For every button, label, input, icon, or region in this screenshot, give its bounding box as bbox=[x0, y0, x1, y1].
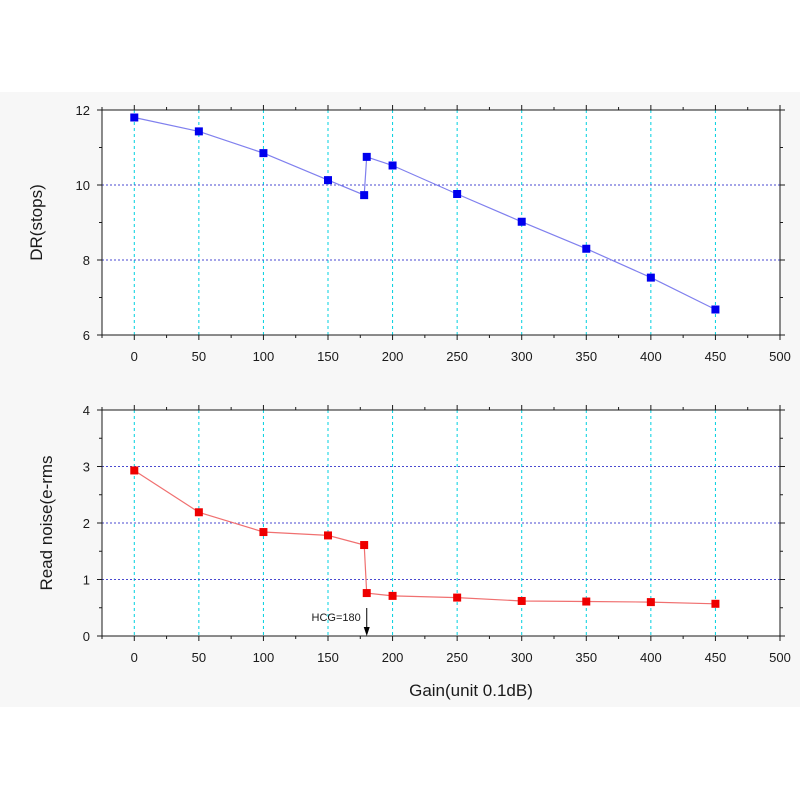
noise-y-tick-label: 2 bbox=[83, 516, 90, 531]
noise-annotation-arrow-head bbox=[363, 627, 370, 636]
noise-x-tick-label: 300 bbox=[511, 650, 533, 665]
noise-data-point bbox=[711, 599, 720, 608]
noise-data-point bbox=[259, 528, 268, 537]
dr-x-tick-label: 300 bbox=[511, 349, 533, 364]
noise-x-tick-label: 150 bbox=[317, 650, 339, 665]
noise-x-axis-title: Gain(unit 0.1dB) bbox=[409, 681, 533, 700]
noise-data-point bbox=[646, 598, 655, 607]
noise-x-tick-label: 450 bbox=[705, 650, 727, 665]
dr-y-tick-label: 6 bbox=[83, 328, 90, 343]
dr-series-line bbox=[134, 116, 716, 311]
noise-data-point bbox=[194, 508, 203, 517]
dr-y-axis-title: DR(stops) bbox=[27, 184, 46, 261]
dr-data-point bbox=[259, 149, 268, 158]
noise-x-tick-label: 350 bbox=[575, 650, 597, 665]
dr-y-tick-label: 8 bbox=[83, 253, 90, 268]
dr-x-tick-label: 100 bbox=[253, 349, 275, 364]
noise-data-point bbox=[582, 597, 591, 606]
dr-data-point bbox=[582, 244, 591, 253]
noise-x-tick-label: 200 bbox=[382, 650, 404, 665]
dr-y-tick-label: 12 bbox=[76, 103, 90, 118]
noise-data-point bbox=[324, 531, 332, 540]
noise-x-tick-label: 250 bbox=[446, 650, 468, 665]
dr-y-tick-label: 10 bbox=[76, 178, 90, 193]
dr-data-point bbox=[362, 152, 371, 161]
dr-x-tick-label: 50 bbox=[192, 349, 206, 364]
dr-data-point bbox=[711, 305, 720, 314]
noise-y-axis-title: Read noise(e-rms bbox=[37, 455, 56, 590]
noise-y-tick-label: 1 bbox=[83, 573, 90, 588]
noise-y-tick-label: 4 bbox=[83, 403, 90, 418]
noise-x-tick-label: 400 bbox=[640, 650, 662, 665]
dr-x-tick-label: 150 bbox=[317, 349, 339, 364]
dr-data-point bbox=[646, 273, 655, 282]
noise-data-point bbox=[130, 466, 139, 475]
noise-data-point bbox=[517, 596, 526, 605]
dr-data-point bbox=[517, 217, 526, 226]
dr-x-tick-label: 0 bbox=[131, 349, 138, 364]
noise-data-point bbox=[362, 589, 371, 598]
noise-y-tick-label: 3 bbox=[83, 460, 90, 475]
dr-data-point bbox=[453, 190, 462, 198]
noise-x-tick-label: 100 bbox=[253, 650, 275, 665]
noise-data-point bbox=[453, 593, 462, 602]
dr-data-point bbox=[324, 176, 332, 185]
dr-x-tick-label: 250 bbox=[446, 349, 468, 364]
dr-data-point bbox=[388, 161, 397, 170]
dr-data-point bbox=[194, 127, 203, 136]
noise-x-tick-label: 500 bbox=[769, 650, 791, 665]
dr-plot-area bbox=[102, 110, 780, 335]
dr-x-tick-label: 200 bbox=[382, 349, 404, 364]
dr-x-tick-label: 500 bbox=[769, 349, 791, 364]
noise-x-tick-label: 0 bbox=[131, 650, 138, 665]
dr-x-tick-label: 400 bbox=[640, 349, 662, 364]
noise-x-tick-label: 50 bbox=[192, 650, 206, 665]
dr-x-tick-label: 450 bbox=[705, 349, 727, 364]
noise-data-point bbox=[388, 591, 397, 600]
noise-data-point bbox=[360, 541, 369, 550]
dr-data-point bbox=[130, 113, 139, 122]
dr-data-point bbox=[360, 191, 369, 200]
noise-y-tick-label: 0 bbox=[83, 629, 90, 644]
noise-annotation-label: HCG=180 bbox=[312, 612, 361, 624]
chart-read-noise: 0 50 100 150 200 250 300 350 400 450 500 0 1 2 3 4 Read … bbox=[37, 403, 791, 700]
chart-dr: 0 50 100 150 200 250 300 350 400 450 500 6 8 10 12 DR(s… bbox=[27, 103, 791, 364]
dr-x-tick-label: 350 bbox=[575, 349, 597, 364]
noise-series-line bbox=[133, 469, 716, 605]
